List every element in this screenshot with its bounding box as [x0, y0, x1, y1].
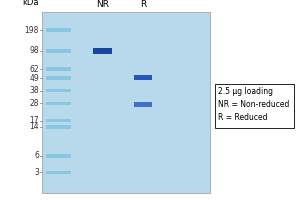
Text: kDa: kDa	[22, 0, 39, 7]
Bar	[46, 89, 71, 92]
Bar	[93, 48, 112, 54]
Text: 17: 17	[29, 116, 39, 125]
Bar	[134, 102, 152, 107]
Text: 14: 14	[29, 122, 39, 131]
Bar	[46, 76, 71, 80]
Bar	[134, 75, 152, 80]
Bar	[214, 84, 294, 128]
Text: 2.5 μg loading
NR = Non-reduced
R = Reduced: 2.5 μg loading NR = Non-reduced R = Redu…	[218, 87, 289, 122]
Bar	[42, 12, 210, 193]
Text: 198: 198	[25, 26, 39, 35]
Bar	[46, 125, 71, 129]
Text: NR: NR	[96, 0, 109, 9]
Text: 3: 3	[34, 168, 39, 177]
Text: 62: 62	[29, 65, 39, 74]
Bar	[46, 119, 71, 122]
Text: 28: 28	[29, 99, 39, 108]
Bar	[46, 154, 71, 158]
Text: R: R	[140, 0, 146, 9]
Text: 98: 98	[29, 46, 39, 55]
Text: 49: 49	[29, 74, 39, 83]
Text: 38: 38	[29, 86, 39, 95]
Bar	[46, 49, 71, 53]
Bar	[46, 171, 71, 174]
Bar	[46, 102, 71, 105]
Bar	[46, 28, 71, 32]
Text: 6: 6	[34, 151, 39, 160]
Bar	[46, 67, 71, 71]
